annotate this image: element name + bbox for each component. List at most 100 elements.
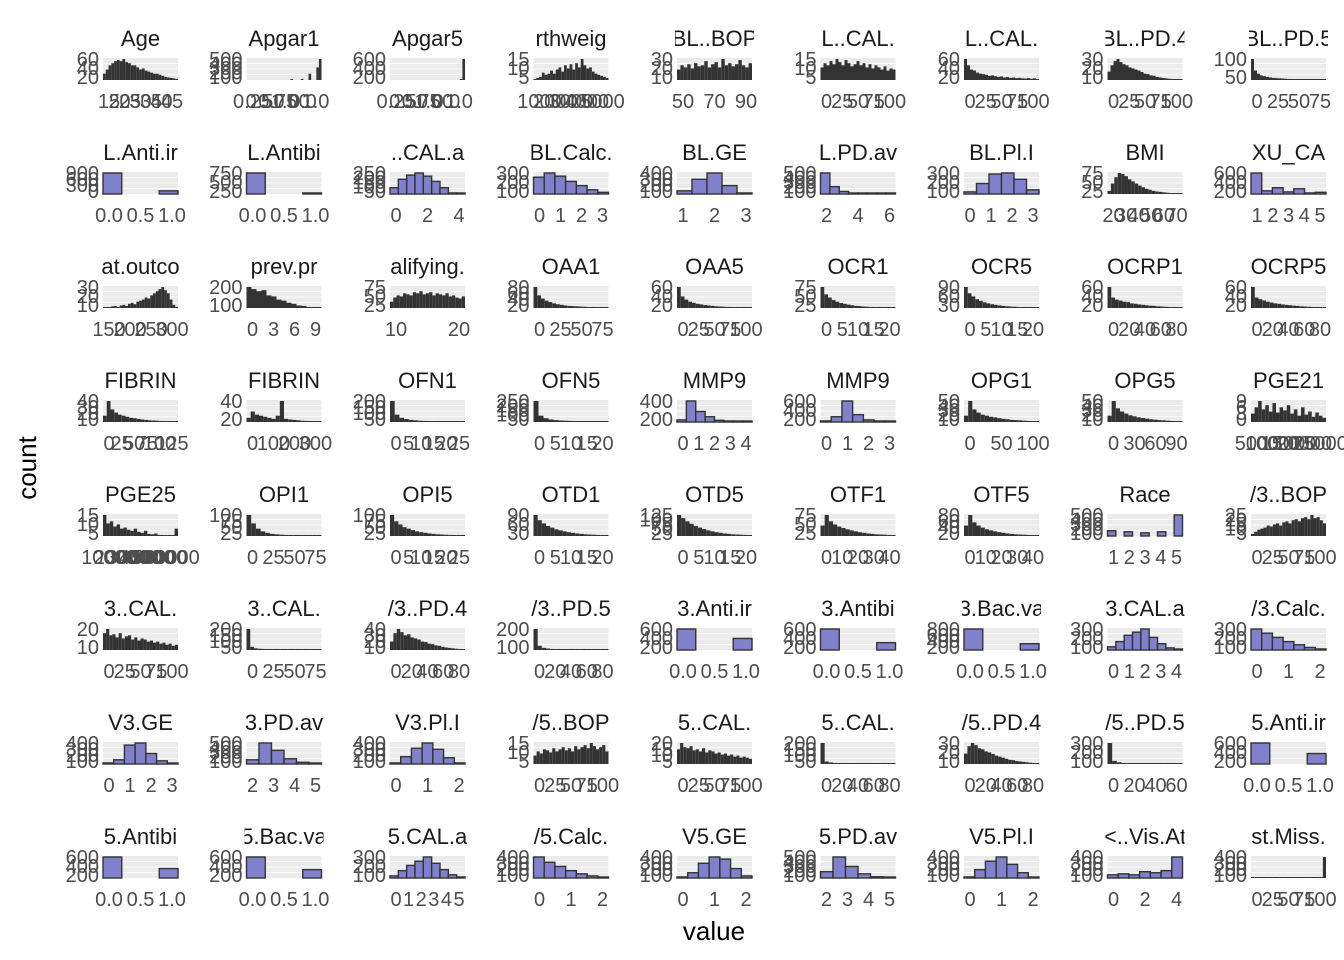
- histogram-bar: [1107, 415, 1112, 422]
- x-tick-label: 4: [441, 889, 452, 911]
- histogram-bar: [564, 180, 578, 195]
- x-tick-label: 0: [677, 433, 688, 455]
- x-tick-label: 0: [1108, 319, 1119, 341]
- histogram-bar: [141, 68, 145, 80]
- histogram-bar: [979, 300, 983, 308]
- histogram-bar: [601, 307, 605, 308]
- y-tick-label: 100: [1070, 637, 1103, 659]
- y-tick-label: 100: [1070, 523, 1103, 545]
- histogram-bar: [250, 411, 255, 422]
- histogram-bar: [161, 75, 165, 80]
- histogram-bar: [963, 191, 978, 195]
- y-tick-label: 90: [507, 505, 529, 527]
- histogram-bar: [1299, 306, 1304, 308]
- facet-title: OTF5: [973, 482, 1029, 507]
- histogram-bar: [824, 761, 829, 764]
- histogram-bar: [964, 753, 968, 764]
- histogram-bar: [412, 292, 417, 308]
- y-tick-label: 0: [88, 181, 99, 203]
- histogram-bar: [1027, 78, 1030, 80]
- histogram-bar: [987, 752, 992, 764]
- histogram-bar: [1179, 79, 1183, 80]
- histogram-bar: [841, 528, 846, 536]
- histogram-bar: [1307, 519, 1311, 536]
- x-tick-label: 60: [1006, 775, 1028, 797]
- y-tick-label: 400: [783, 168, 816, 190]
- histogram-bar: [828, 297, 832, 308]
- histogram-bar: [1163, 306, 1168, 308]
- histogram-bar: [136, 418, 141, 422]
- y-tick-label: 600: [209, 847, 242, 869]
- facet-title: /3..BOP: [1250, 482, 1327, 507]
- facet-title: 3.PD.av: [245, 710, 323, 735]
- x-tick-label: 10000: [1245, 433, 1301, 455]
- histogram-bar: [251, 289, 257, 308]
- histogram-bar: [884, 307, 888, 308]
- x-tick-label: 100: [1016, 433, 1049, 455]
- x-tick-label: 25: [119, 91, 141, 113]
- y-tick-label: 400: [927, 631, 960, 653]
- histogram-bar: [444, 534, 449, 536]
- histogram-bar: [688, 301, 692, 308]
- histogram-bar: [865, 67, 869, 80]
- x-tick-label: 5: [453, 889, 464, 911]
- histogram-bar: [286, 302, 292, 308]
- histogram-bar: [409, 295, 413, 308]
- x-tick-label: 60: [1150, 319, 1172, 341]
- x-tick-label: 50: [703, 775, 725, 797]
- x-tick-label: 3: [1283, 205, 1294, 227]
- histogram-bar: [976, 525, 981, 536]
- x-tick-label: 0: [964, 889, 975, 911]
- x-tick-label: 5: [837, 319, 848, 341]
- x-tick-label: 60: [1153, 205, 1175, 227]
- histogram-bar: [566, 532, 571, 536]
- histogram-bar: [1143, 73, 1147, 80]
- histogram-bar: [566, 68, 570, 80]
- x-tick-label: 50: [847, 91, 869, 113]
- x-tick-label: 45: [161, 91, 183, 113]
- histogram-bar: [1258, 299, 1263, 308]
- histogram-bar: [133, 65, 137, 80]
- histogram-bar: [851, 413, 865, 423]
- histogram-bar: [844, 60, 848, 80]
- x-tick-label: 125: [155, 433, 188, 455]
- x-tick-label: 2: [1314, 661, 1325, 683]
- x-tick-label: 1: [996, 889, 1007, 911]
- histogram-bar: [144, 70, 148, 80]
- histogram-bar: [555, 751, 559, 764]
- histogram-bar: [1261, 632, 1274, 651]
- x-tick-label: 0: [390, 661, 401, 683]
- histogram-bar: [404, 419, 409, 422]
- histogram-bar: [1290, 413, 1294, 422]
- y-tick-label: 30: [938, 733, 960, 755]
- histogram-bar: [564, 750, 568, 764]
- histogram-bar: [605, 751, 609, 764]
- facet-title: 3..CAL.: [104, 596, 177, 621]
- histogram-bar: [279, 401, 284, 422]
- histogram-bar: [542, 749, 546, 764]
- histogram-bar: [1005, 306, 1009, 308]
- histogram-bar: [841, 763, 846, 764]
- x-tick-label: 40: [560, 661, 582, 683]
- histogram-bar: [1171, 306, 1175, 308]
- histogram-bar: [689, 746, 693, 764]
- histogram-bar: [440, 534, 445, 536]
- x-tick-label: 2: [422, 205, 433, 227]
- histogram-bar: [1319, 520, 1323, 536]
- histogram-bar: [455, 297, 459, 308]
- y-tick-label: 30: [364, 625, 386, 647]
- histogram-bar: [558, 649, 563, 650]
- x-tick-label: 1.0: [302, 889, 330, 911]
- x-tick-label: 10: [385, 319, 407, 341]
- histogram-bar: [1272, 877, 1276, 878]
- y-tick-label: 300: [1070, 733, 1103, 755]
- histogram-bar: [1307, 306, 1311, 308]
- histogram-bar: [866, 192, 878, 195]
- y-tick-label: 250: [496, 391, 529, 413]
- histogram-bar: [1313, 518, 1317, 536]
- histogram-bar: [447, 874, 458, 879]
- histogram-bar: [972, 409, 977, 422]
